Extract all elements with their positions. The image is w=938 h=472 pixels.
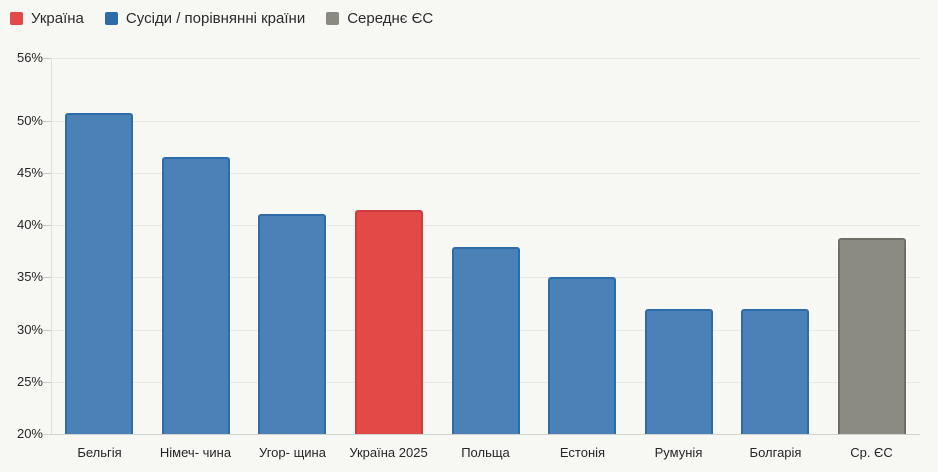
y-axis-label: 20%: [16, 426, 43, 441]
y-axis-label: 30%: [16, 322, 43, 337]
legend-label-ukraine: Україна: [31, 10, 84, 27]
legend-label-neighbors: Сусіди / порівнянні країни: [125, 10, 306, 27]
x-axis-label: Болгарія: [749, 445, 802, 460]
y-axis-label: 56%: [16, 50, 43, 65]
chart-bar[interactable]: [838, 238, 906, 434]
gridline: [51, 225, 920, 226]
x-axis-label: Румунія: [654, 445, 703, 460]
legend-swatch-eu-average: [326, 12, 340, 25]
y-axis-label: 25%: [16, 374, 43, 389]
chart-bar[interactable]: [162, 157, 230, 434]
y-axis-label: 35%: [16, 269, 43, 284]
x-axis-label: Україна 2025: [349, 445, 428, 460]
x-axis-label: Естонія: [559, 445, 606, 460]
chart-bar[interactable]: [355, 210, 423, 434]
x-axis-label: Ср. ЄС: [850, 445, 893, 460]
y-axis-tick: [43, 277, 51, 278]
y-axis-line: [51, 58, 52, 434]
x-axis-label: Бельгія: [77, 445, 122, 460]
y-axis-tick: [43, 330, 51, 331]
gridline: [51, 173, 920, 174]
y-axis-label: 45%: [16, 165, 43, 180]
y-axis-tick: [43, 225, 51, 226]
chart-legend: Україна Сусіди / порівнянні країни Серед…: [10, 10, 433, 27]
gridline: [51, 121, 920, 122]
y-axis-tick: [43, 121, 51, 122]
chart-bar[interactable]: [741, 309, 809, 434]
y-axis-tick: [43, 382, 51, 383]
gridline: [51, 58, 920, 59]
legend-item-neighbors[interactable]: Сусіди / порівнянні країни: [104, 10, 306, 27]
chart-bar[interactable]: [452, 247, 520, 434]
chart-bar[interactable]: [258, 214, 326, 434]
legend-item-ukraine[interactable]: Україна: [10, 10, 84, 27]
legend-swatch-ukraine: [10, 12, 23, 25]
x-axis-label: Німеч- чина: [159, 445, 232, 460]
y-axis-tick: [43, 173, 51, 174]
y-axis-label: 50%: [16, 113, 43, 128]
chart-bar[interactable]: [548, 277, 616, 434]
x-axis-line: [43, 434, 920, 435]
chart-bar[interactable]: [65, 113, 133, 434]
y-axis-label: 40%: [16, 217, 43, 232]
y-axis-tick: [43, 58, 51, 59]
legend-swatch-neighbors: [104, 12, 118, 25]
x-axis-label: Угор- щина: [259, 445, 326, 460]
x-axis-label: Польща: [461, 445, 510, 460]
chart-bar[interactable]: [645, 309, 713, 434]
legend-item-eu-average[interactable]: Середнє ЄС: [326, 10, 433, 27]
legend-label-eu-average: Середнє ЄС: [347, 10, 434, 27]
